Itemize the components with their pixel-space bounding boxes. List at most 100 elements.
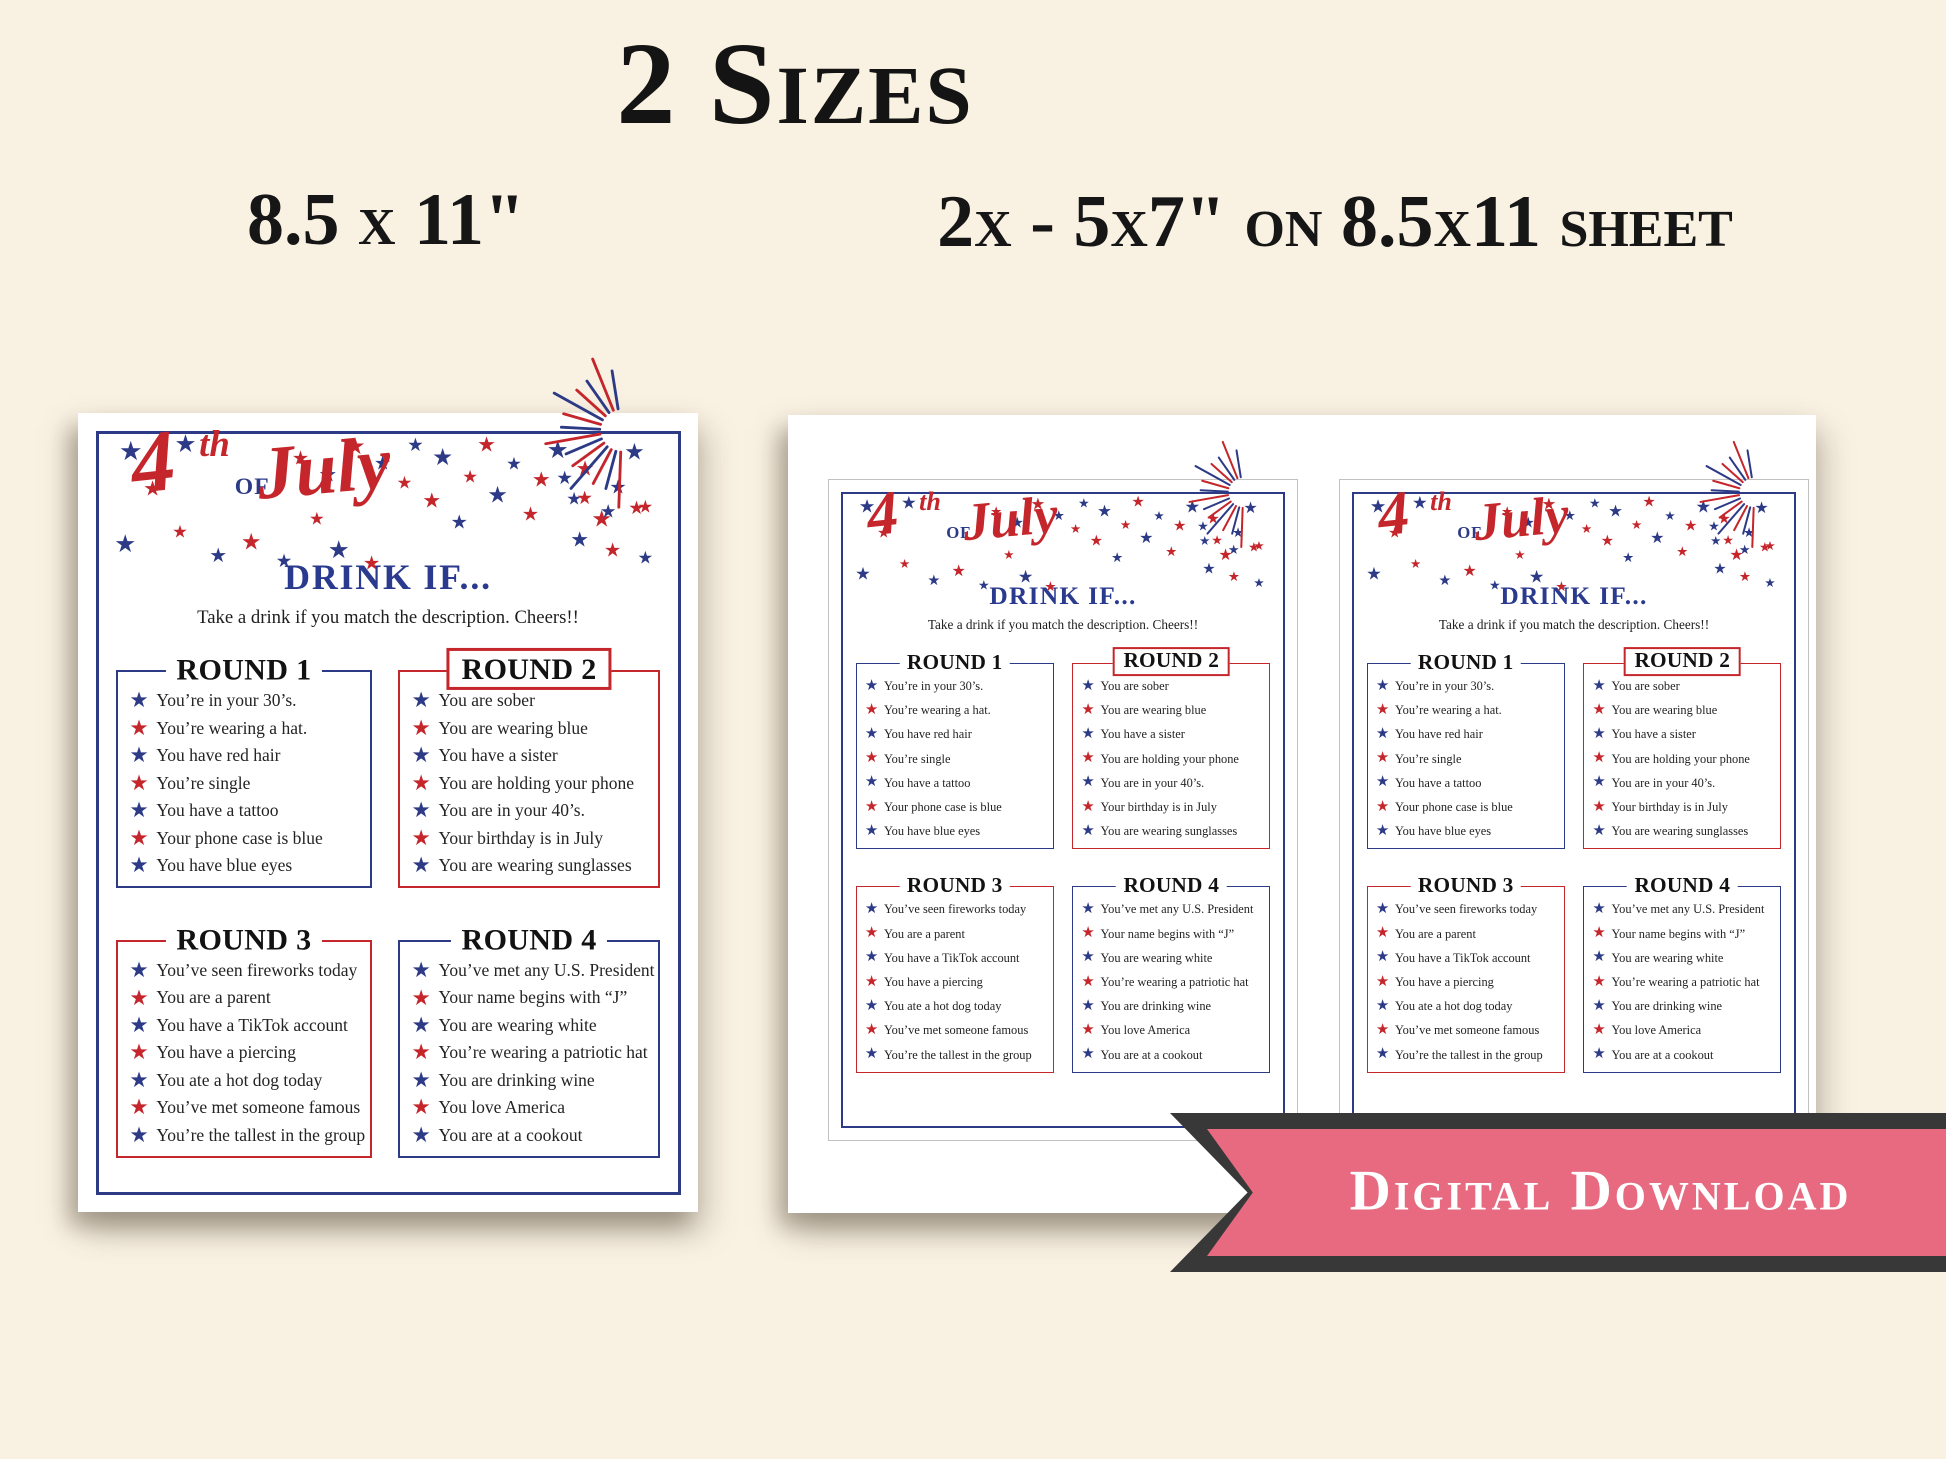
- header-th: th: [199, 422, 230, 464]
- star-icon: ★: [1600, 533, 1615, 550]
- star-icon: ★: [477, 432, 496, 457]
- star-icon: ★: [327, 536, 350, 564]
- star-icon: ★: [129, 1095, 149, 1120]
- star-icon: ★: [291, 448, 310, 470]
- star-icon: ★: [1375, 750, 1390, 767]
- round-box: ROUND 1 ★ You’re in your 30’s. ★ You’re wear…: [1366, 649, 1565, 850]
- star-icon: ★: [1078, 495, 1090, 511]
- star-icon: ★: [1218, 546, 1233, 564]
- star-icon: ★: [1521, 515, 1535, 532]
- cut-card-left: ★ ★ ★ ★ ★ ★ ★ ★ ★ ★ ★ ★ ★ ★ ★ ★ ★ ★ ★ ★ ★ ★ ★ ★ ★ ★ ★ ★ ★ ★ ★ ★ ★ ★ ★ ★ 4 t…: [828, 440, 1298, 1141]
- star-icon: ★: [1488, 577, 1501, 593]
- round-item: ★ Your name begins with “J”: [411, 984, 654, 1011]
- star-icon: ★: [637, 495, 654, 516]
- star-icon: ★: [1253, 575, 1265, 590]
- round-item-text: You’ve met someone famous: [1394, 1023, 1540, 1038]
- star-icon: ★: [506, 453, 522, 474]
- star-icon: ★: [1375, 973, 1390, 990]
- round-item-text: You have a tattoo: [883, 775, 971, 790]
- star-icon: ★: [411, 1067, 431, 1092]
- round-item-text: You are at a cookout: [1100, 1047, 1203, 1062]
- round-item: ★ You ate a hot dog today: [865, 994, 1050, 1018]
- round-item-text: You have a piercing: [1394, 975, 1494, 990]
- round-item: ★ You’re wearing a hat.: [865, 698, 1050, 722]
- round-title: ROUND 3: [165, 923, 322, 957]
- star-icon: ★: [411, 798, 431, 823]
- round-title: ROUND 2: [446, 648, 612, 690]
- star-icon: ★: [1410, 556, 1422, 571]
- round-item: ★ You’ve met any U.S. President: [411, 957, 654, 984]
- round-item: ★ You’ve met someone famous: [865, 1018, 1050, 1042]
- round-item-text: You are drinking wine: [1100, 999, 1212, 1014]
- star-icon: ★: [877, 525, 891, 542]
- svg-text:★: ★: [1248, 539, 1260, 554]
- round-item: ★ You are drinking wine: [1592, 994, 1777, 1018]
- round-item-text: You’re wearing a hat.: [156, 717, 308, 738]
- star-icon: ★: [172, 521, 188, 542]
- star-icon: ★: [129, 985, 149, 1010]
- round-item-text: You are wearing sunglasses: [1611, 824, 1749, 839]
- round-item-text: Your birthday is in July: [1100, 800, 1217, 815]
- star-icon: ★: [864, 973, 879, 990]
- star-icon: ★: [1173, 518, 1187, 535]
- ribbon-pink-band: Digital Download: [1207, 1129, 1946, 1256]
- star-icon: ★: [591, 506, 612, 532]
- star-icon: ★: [858, 496, 876, 518]
- star-icon: ★: [1592, 677, 1606, 694]
- star-icon: ★: [1514, 547, 1526, 562]
- round-item: ★ You’re the tallest in the group: [129, 1122, 366, 1149]
- round-item-text: You are wearing blue: [438, 717, 588, 738]
- star-icon: ★: [344, 434, 366, 461]
- round-title: ROUND 1: [165, 653, 322, 687]
- round-title: ROUND 4: [451, 923, 608, 957]
- round-item: ★ You are sober: [1592, 674, 1777, 698]
- star-icon: ★: [275, 550, 293, 571]
- round-item-text: Your birthday is in July: [1611, 800, 1728, 815]
- round-item: ★ You are holding your phone: [411, 770, 654, 797]
- card-border: ★★★★★★★★★★★★★★★★★★★★★★★★★★★★★★★★★★★★ 4 t…: [841, 440, 1285, 1128]
- star-icon: ★: [566, 487, 582, 508]
- star-icon: ★: [411, 985, 431, 1010]
- star-icon: ★: [864, 726, 879, 743]
- drink-if-title: DRINK IF...: [989, 581, 1137, 610]
- star-icon: ★: [432, 444, 454, 471]
- star-icon: ★: [1017, 567, 1034, 587]
- round-item-text: You’re the tallest in the group: [883, 1047, 1032, 1062]
- round-item-text: You are a parent: [883, 926, 965, 941]
- star-icon: ★: [1650, 529, 1665, 547]
- round-item: ★ You have red hair: [865, 722, 1050, 746]
- star-icon: ★: [1592, 997, 1606, 1014]
- star-icon: ★: [1052, 508, 1065, 524]
- round-item-text: You’re the tallest in the group: [1394, 1047, 1543, 1062]
- round-item: ★ You have a TikTok account: [1376, 946, 1561, 970]
- star-icon: ★: [1081, 901, 1095, 918]
- round-item: ★ You are a parent: [865, 922, 1050, 946]
- star-icon: ★: [1462, 562, 1477, 580]
- round-item: ★ You are wearing blue: [1081, 698, 1266, 722]
- svg-text:★: ★: [556, 468, 572, 488]
- star-icon: ★: [362, 553, 381, 575]
- round-item: ★ You are drinking wine: [411, 1067, 654, 1094]
- round-title: ROUND 2: [1112, 646, 1230, 676]
- round-item: ★ Your phone case is blue: [1376, 795, 1561, 819]
- star-icon: ★: [129, 1040, 149, 1065]
- round-item: ★ You love America: [1592, 1018, 1777, 1042]
- star-icon: ★: [1111, 549, 1124, 565]
- svg-text:★: ★: [1197, 518, 1209, 533]
- round-item: ★ You’re wearing a patriotic hat: [1081, 970, 1266, 994]
- round-item: ★ You have a sister: [1592, 722, 1777, 746]
- round-item: ★ Your phone case is blue: [865, 795, 1050, 819]
- star-icon: ★: [1710, 533, 1722, 548]
- round-item: ★ You are wearing white: [1081, 946, 1266, 970]
- star-icon: ★: [1375, 677, 1390, 694]
- star-icon: ★: [1081, 774, 1095, 791]
- star-icon: ★: [1555, 578, 1568, 594]
- tagline: Take a drink if you match the descriptio…: [1438, 617, 1710, 633]
- tagline: Take a drink if you match the descriptio…: [197, 607, 579, 629]
- star-icon: ★: [411, 958, 431, 983]
- star-icon: ★: [1081, 822, 1095, 839]
- round-item: ★ You are sober: [411, 687, 654, 714]
- round-item-text: You are wearing white: [438, 1014, 597, 1035]
- round-item-text: You’re wearing a patriotic hat: [1100, 975, 1249, 990]
- round-item-text: You are wearing blue: [1100, 703, 1207, 718]
